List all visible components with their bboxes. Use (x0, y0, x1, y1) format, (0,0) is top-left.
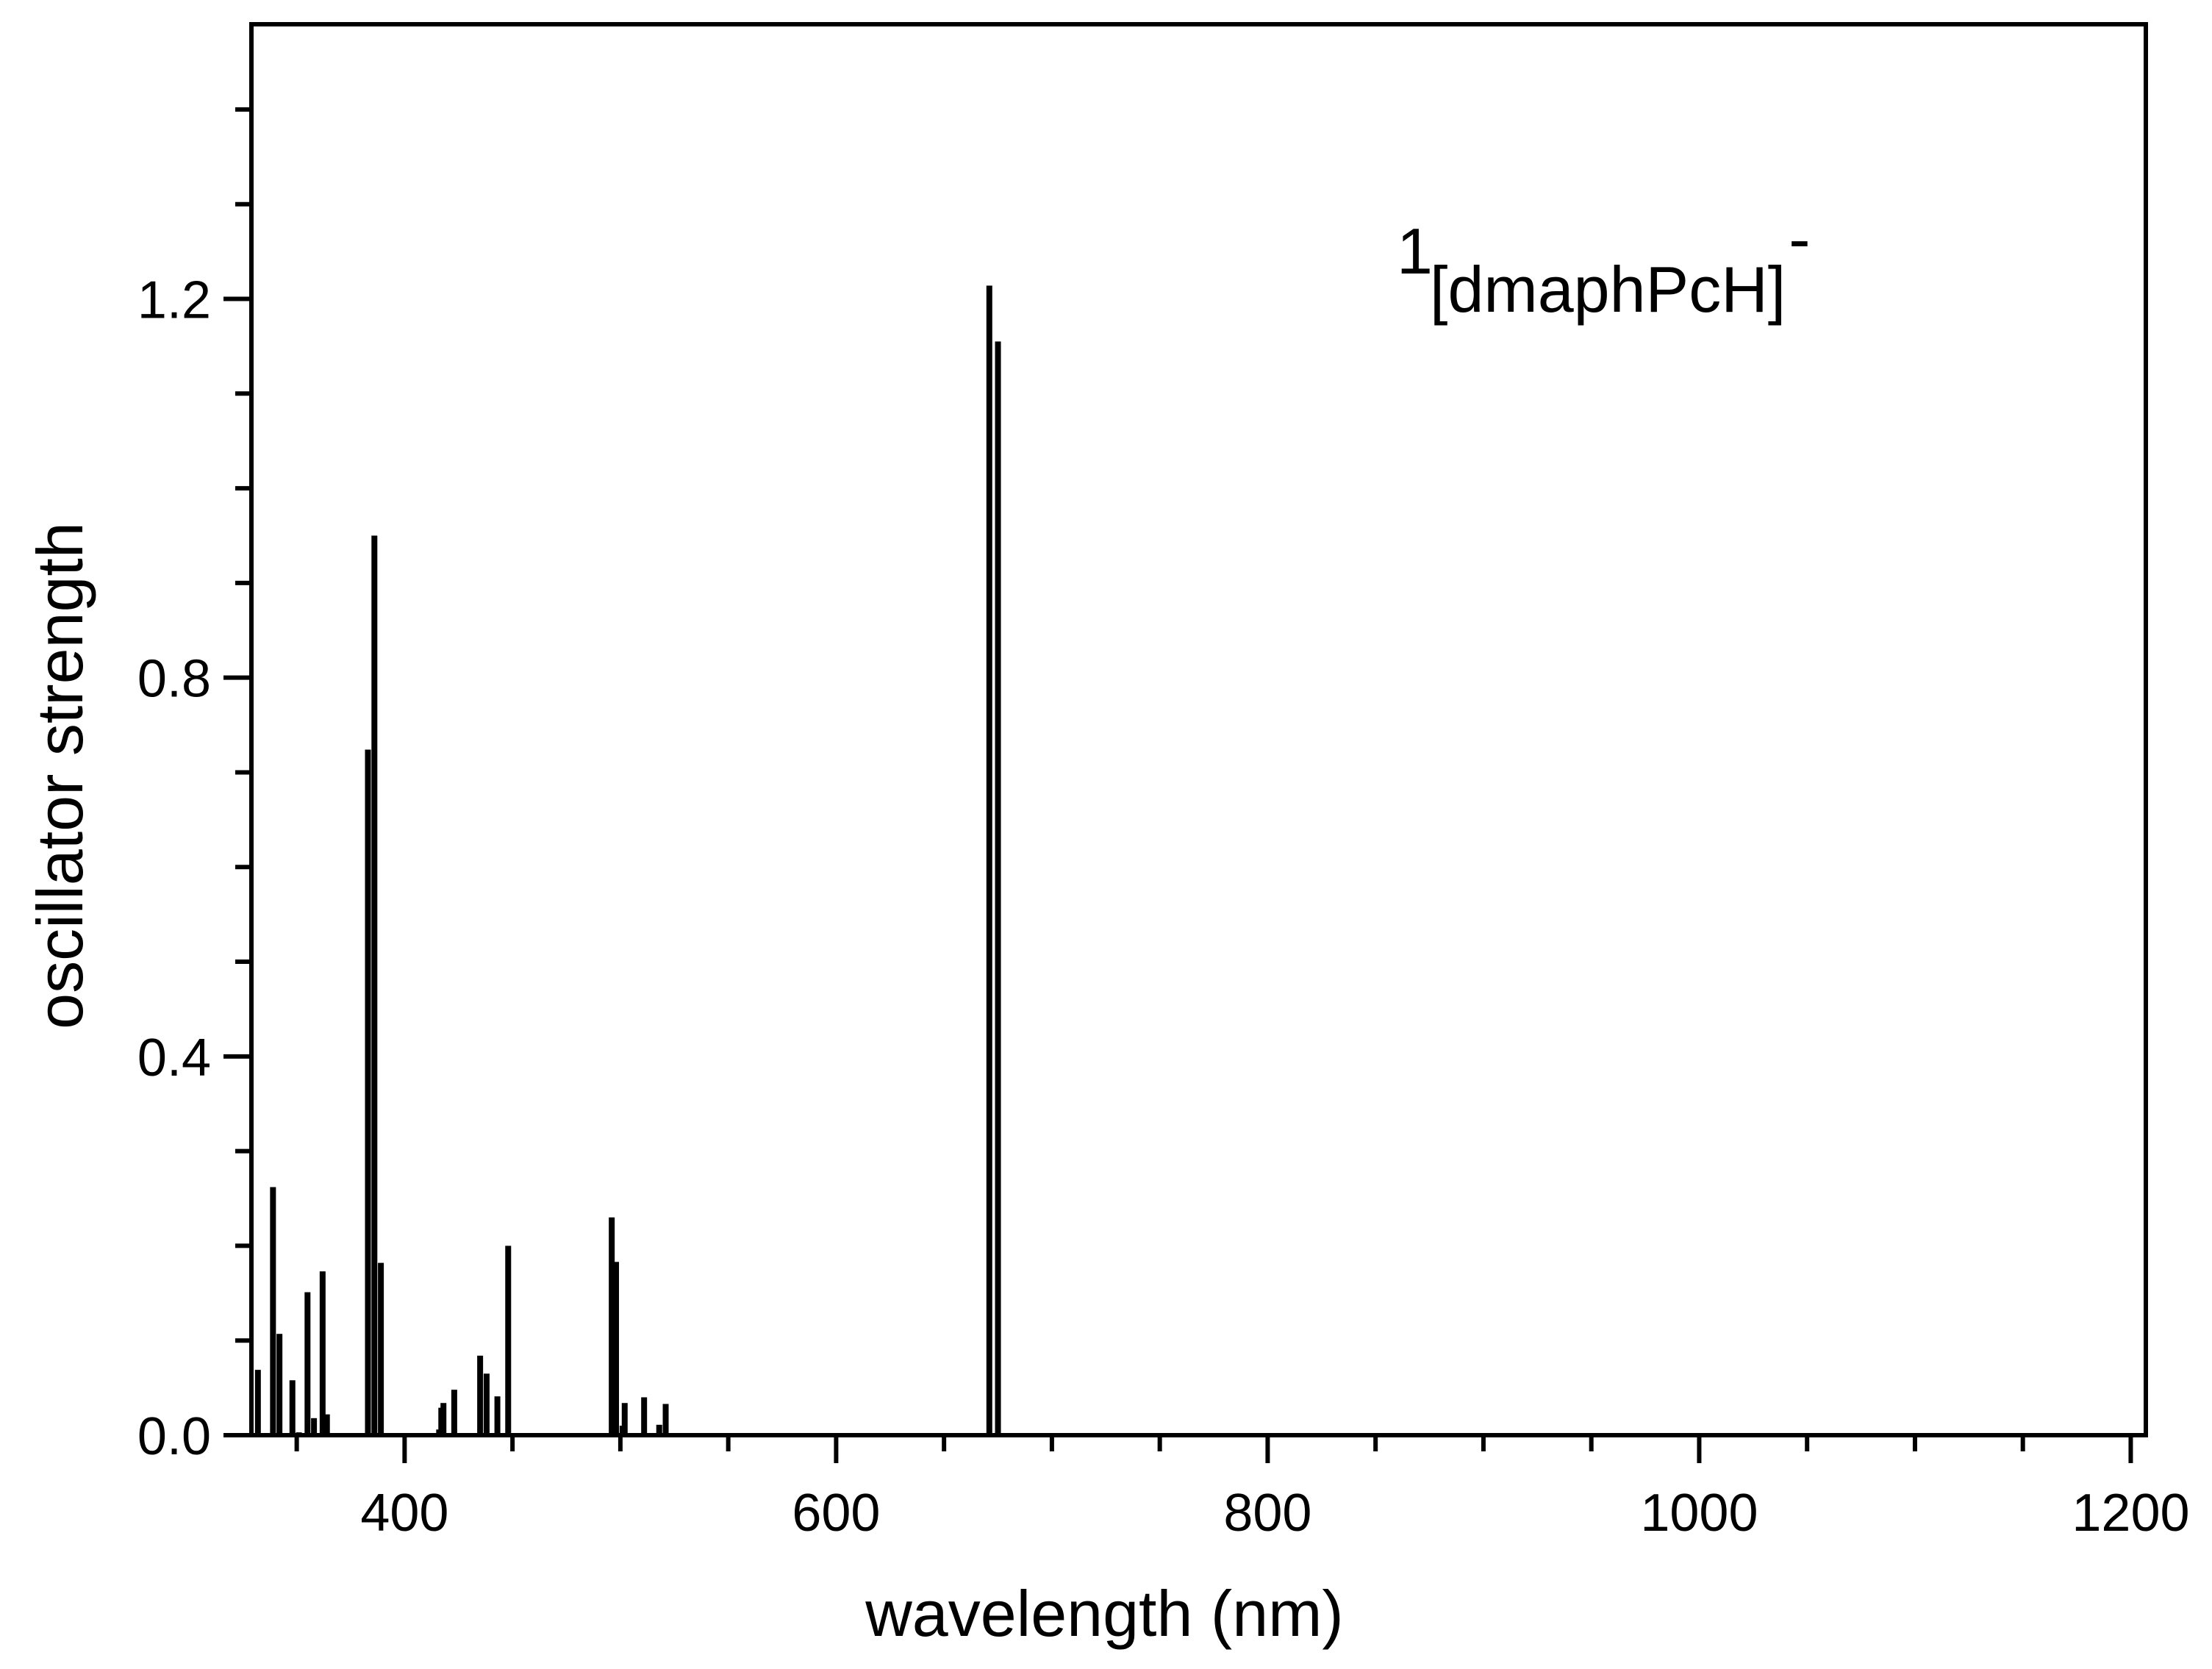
spin-multiplicity-superscript: 1 (1397, 215, 1433, 287)
molecule-annotation: 1 [dmaphPcH] - (1397, 202, 1811, 326)
spectrum-stick (613, 1262, 620, 1435)
spectrum-stick (641, 1397, 648, 1435)
spectrum-stick (311, 1418, 318, 1435)
y-axis-label: oscillator strength (24, 522, 96, 1029)
spectrum-stick (440, 1403, 447, 1435)
spectrum-stick (995, 341, 1001, 1436)
spectrum-stick (270, 1187, 276, 1435)
spectrum-stick (662, 1404, 669, 1435)
x-tick-label: 1200 (2072, 1484, 2189, 1543)
y-tick-label: 0.8 (137, 650, 211, 709)
spectrum-stick (371, 535, 378, 1435)
spectrum-stick (505, 1246, 512, 1435)
y-tick-label: 1.2 (137, 271, 211, 329)
x-axis-ticks: 400 600 800 1000 1200 (294, 1435, 2190, 1543)
molecule-label: [dmaphPcH] (1430, 253, 1786, 326)
spectrum-stick (276, 1334, 283, 1435)
spectrum-stick (378, 1262, 384, 1435)
spectrum-stick (986, 285, 992, 1435)
spectrum-stick (656, 1424, 662, 1435)
spectrum-stick (609, 1217, 615, 1435)
spectrum-stick (365, 749, 371, 1435)
charge-superscript: - (1789, 202, 1810, 275)
spectrum-stick (621, 1403, 628, 1435)
spectrum-stick (304, 1292, 311, 1435)
spectrum-sticks (254, 285, 1001, 1436)
spectrum-stick (477, 1355, 484, 1435)
spectrum-stick (451, 1390, 457, 1435)
x-axis-label: wavelength (nm) (865, 1577, 1344, 1650)
y-tick-label: 0.0 (137, 1407, 211, 1466)
y-tick-label: 0.4 (137, 1029, 211, 1087)
spectrum-stick (483, 1373, 490, 1435)
plot-frame (249, 22, 2148, 1437)
spectrum-stick (254, 1370, 261, 1435)
spectrum-stick (323, 1414, 330, 1435)
x-tick-label: 400 (360, 1484, 448, 1543)
x-tick-label: 800 (1223, 1484, 1311, 1543)
spectrum-stick (494, 1396, 501, 1435)
x-tick-label: 1000 (1640, 1484, 1758, 1543)
spectrum-stick (289, 1380, 296, 1435)
spectrum-stick (319, 1271, 326, 1435)
x-tick-label: 600 (792, 1484, 880, 1543)
y-axis-ticks: 0.0 0.4 0.8 1.2 (137, 107, 251, 1466)
